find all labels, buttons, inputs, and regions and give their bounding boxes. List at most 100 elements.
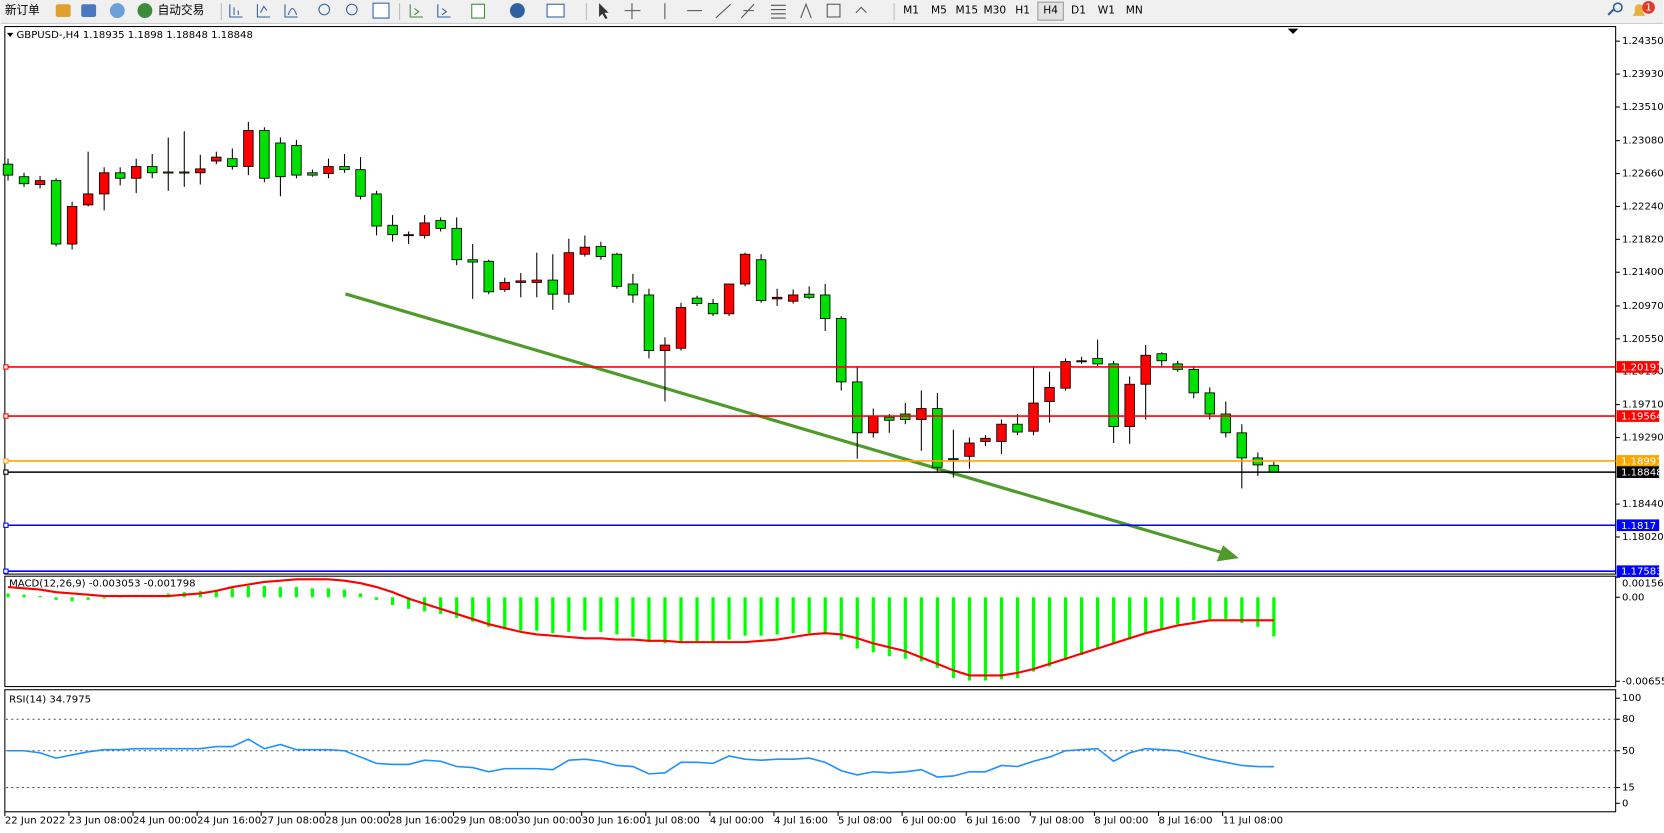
y-tick-label: 1.19710: [1622, 400, 1664, 411]
timeframe-button[interactable]: M15: [956, 4, 979, 17]
macd-bar: [1112, 597, 1116, 644]
candle-body: [595, 245, 607, 258]
candle-body: [659, 344, 671, 351]
icon[interactable]: [372, 2, 390, 19]
price-label-bg: [1616, 455, 1660, 467]
rsi-title: RSI(14): [9, 694, 46, 705]
icon[interactable]: [137, 3, 153, 19]
y-tick-label: 1.21400: [1622, 267, 1664, 278]
zoom-in[interactable]: [318, 3, 331, 16]
icon[interactable]: [409, 4, 423, 18]
macd-bar: [903, 597, 907, 659]
candle-body: [339, 166, 350, 171]
timeframe-button[interactable]: H4: [1043, 4, 1058, 17]
candle-body: [131, 166, 142, 179]
candle-body: [467, 259, 478, 263]
timeframe-button[interactable]: M30: [983, 4, 1006, 17]
icon[interactable]: [546, 3, 565, 18]
text-tool[interactable]: [800, 2, 812, 19]
candle-body: [755, 259, 767, 301]
x-tick-label: 22 Jun 2022: [5, 815, 66, 826]
timeframe-button[interactable]: MN: [1126, 4, 1143, 17]
candle-body: [884, 416, 895, 421]
y-tick-label: 80: [1622, 714, 1635, 725]
search[interactable]: [1607, 8, 1615, 16]
crosshair-tool[interactable]: [624, 3, 641, 20]
candle-body: [419, 222, 430, 236]
timeframe-button[interactable]: M5: [931, 4, 947, 17]
icon[interactable]: [509, 3, 525, 19]
macd-bar: [967, 597, 972, 681]
macd-bar: [679, 597, 683, 644]
line-anchor: [3, 568, 9, 574]
candle-body: [611, 253, 623, 287]
macd-bar: [230, 588, 234, 598]
y-tick-label: 1.18440: [1622, 499, 1664, 510]
fibo-tool[interactable]: [770, 4, 786, 19]
trendline-tool[interactable]: [715, 3, 732, 19]
macd-bar: [1031, 597, 1036, 672]
macd-value: -0.003053: [89, 579, 141, 590]
macd-bar: [38, 596, 42, 598]
symbol: GBPUSD-,H4: [17, 30, 80, 41]
icon[interactable]: [471, 3, 486, 19]
icon[interactable]: [81, 4, 97, 17]
price-label: 1.18991: [1621, 456, 1663, 467]
y-tick-label: 1.21820: [1622, 234, 1664, 245]
rsi-value: 34.7975: [49, 694, 91, 705]
macd-bar: [86, 597, 90, 600]
candle-body: [1236, 432, 1248, 459]
zoom-out[interactable]: [345, 3, 358, 16]
candle-body: [739, 253, 751, 285]
candle-body: [836, 318, 847, 383]
y-tick-label: -0.006555: [1622, 676, 1664, 687]
x-tick-label: 11 Jul 08:00: [1223, 815, 1283, 826]
y-tick-label: 1.22240: [1622, 201, 1664, 212]
notification-badge[interactable]: [1642, 1, 1655, 14]
macd-bar: [647, 597, 651, 643]
notification-bell[interactable]: [1632, 4, 1646, 16]
candle-body: [852, 381, 863, 434]
icon[interactable]: [229, 4, 243, 18]
y-tick-label: 15: [1622, 783, 1635, 794]
macd-bar: [551, 597, 555, 634]
toolbar: 新订单 自动交易 M1 M5 M15 M30 H1 H4 D1 W1 MN: [0, 0, 1664, 24]
candle-body: [2, 163, 14, 176]
arrows-tool[interactable]: [855, 6, 867, 14]
macd-bar: [823, 597, 827, 635]
rsi-header: RSI(14) 34.7975: [9, 694, 91, 705]
macd-bar: [439, 597, 443, 614]
timeframe-button[interactable]: M1: [903, 4, 919, 17]
macd-bar: [727, 597, 731, 640]
icon[interactable]: [109, 3, 125, 19]
timeframe-button[interactable]: H1: [1015, 4, 1030, 17]
candle-body: [996, 423, 1007, 442]
y-tick-label: 1.18020: [1622, 532, 1664, 543]
candle-body: [547, 279, 559, 295]
x-tick-label: 30 Jun 16:00: [582, 815, 646, 826]
icon[interactable]: [437, 4, 451, 18]
trend-arrow: [345, 292, 1224, 555]
high-value: 1.1898: [128, 30, 163, 41]
toolbar-bg: [0, 0, 1664, 24]
new-order-button[interactable]: 新订单: [5, 3, 40, 17]
timeframe-button[interactable]: D1: [1071, 4, 1086, 17]
candle-body: [18, 176, 30, 185]
signal-line: [7, 578, 1274, 677]
timeframe-button[interactable]: W1: [1098, 4, 1115, 17]
macd-header: MACD(12,26,9) -0.003053 -0.001798: [9, 579, 195, 590]
channel-tool[interactable]: [740, 3, 755, 19]
price-label-bg: [1616, 466, 1660, 478]
auto-trading-button[interactable]: 自动交易: [158, 3, 205, 17]
search[interactable]: [1612, 2, 1623, 13]
cursor-tool[interactable]: [599, 3, 609, 20]
candle-body: [1044, 386, 1055, 402]
icon[interactable]: [55, 4, 71, 17]
icon[interactable]: [284, 4, 298, 18]
candle-body: [803, 293, 815, 298]
label-tool[interactable]: [826, 3, 841, 18]
icon[interactable]: [256, 4, 271, 18]
candle-body: [868, 415, 879, 434]
macd-bar: [743, 597, 747, 636]
